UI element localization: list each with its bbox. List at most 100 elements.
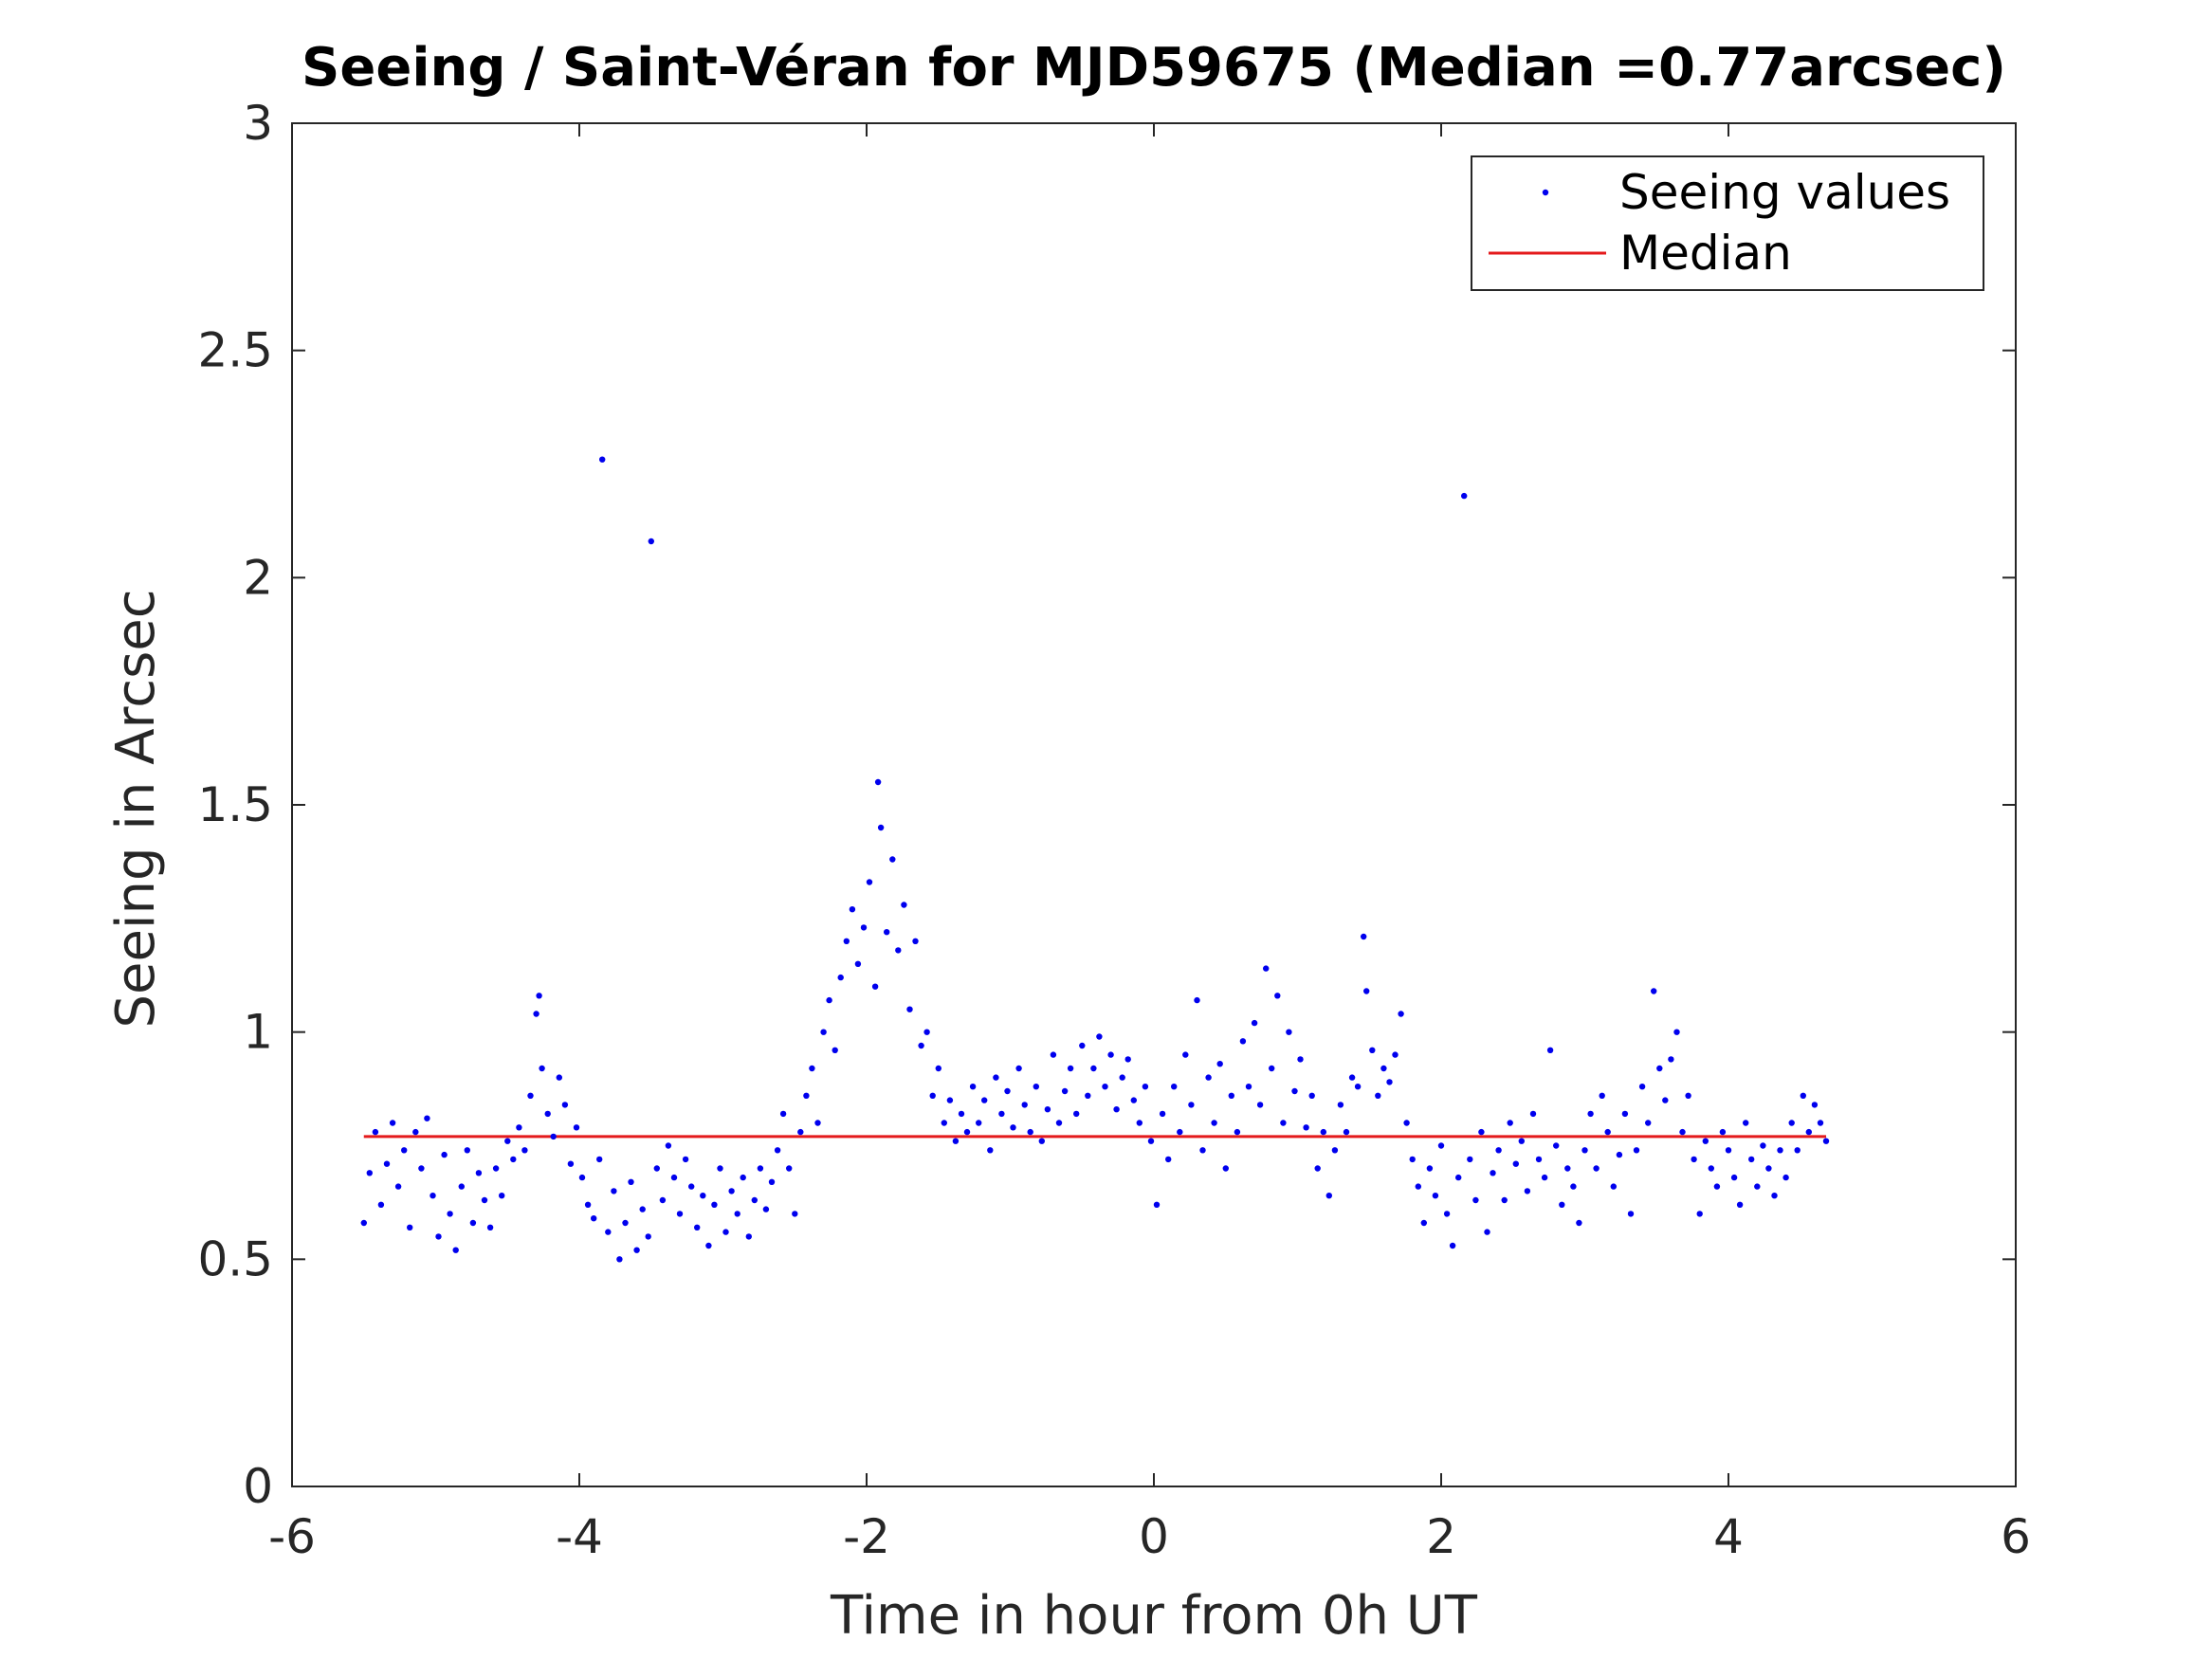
seeing-point (591, 1215, 597, 1222)
seeing-point (1337, 1102, 1344, 1108)
seeing-point (670, 1174, 678, 1181)
x-tick-label: 0 (1139, 1509, 1169, 1564)
seeing-point (611, 1188, 617, 1194)
seeing-point (1085, 1092, 1091, 1100)
seeing-point (418, 1165, 425, 1172)
seeing-point (734, 1211, 740, 1217)
seeing-point (1490, 1170, 1496, 1176)
seeing-point (458, 1183, 465, 1190)
seeing-point (682, 1156, 689, 1163)
seeing-point (510, 1156, 517, 1163)
seeing-point (705, 1242, 712, 1249)
y-tick-label: 0 (243, 1459, 273, 1514)
seeing-point (372, 1128, 379, 1136)
seeing-point (860, 924, 868, 931)
seeing-point (1107, 1051, 1114, 1058)
seeing-point (1124, 1056, 1131, 1063)
seeing-point (1576, 1219, 1582, 1227)
seeing-point (616, 1256, 623, 1263)
seeing-point (745, 1233, 752, 1240)
seeing-point (1398, 1011, 1404, 1017)
plot-area (292, 123, 2016, 1486)
seeing-point (843, 938, 850, 944)
seeing-point (809, 1065, 815, 1072)
seeing-point (1443, 1211, 1451, 1217)
seeing-point (1361, 933, 1367, 940)
seeing-point (854, 960, 862, 967)
seeing-point (1314, 1165, 1321, 1172)
seeing-point (1119, 1074, 1125, 1081)
seeing-point (407, 1224, 413, 1231)
seeing-point (774, 1147, 781, 1154)
seeing-point (1679, 1128, 1686, 1136)
seeing-point (969, 1084, 977, 1090)
seeing-point (1610, 1183, 1618, 1190)
seeing-point (1205, 1074, 1212, 1081)
seeing-point (1420, 1219, 1428, 1227)
seeing-point (1303, 1124, 1309, 1131)
seeing-point (1656, 1065, 1663, 1072)
seeing-point (1512, 1160, 1520, 1167)
seeing-point (1621, 1110, 1629, 1118)
seeing-point (884, 929, 890, 936)
seeing-point (1113, 1106, 1120, 1113)
seeing-point (929, 1092, 936, 1100)
x-tick-label: -4 (556, 1509, 603, 1564)
seeing-point (1822, 1138, 1830, 1144)
seeing-point (1055, 1120, 1063, 1126)
y-tick-label: 3 (243, 96, 273, 151)
seeing-point (492, 1165, 500, 1172)
seeing-point (1673, 1029, 1680, 1035)
seeing-point (1754, 1183, 1761, 1190)
seeing-point (1455, 1174, 1462, 1181)
seeing-point (935, 1065, 941, 1072)
seeing-point (1702, 1138, 1709, 1144)
seeing-point (1553, 1142, 1560, 1149)
seeing-point (435, 1233, 442, 1240)
seeing-point (1638, 1084, 1646, 1090)
seeing-point (1478, 1128, 1485, 1136)
seeing-point (1719, 1128, 1727, 1136)
seeing-point (544, 1110, 551, 1118)
seeing-point (1177, 1128, 1183, 1136)
seeing-point (394, 1183, 402, 1190)
seeing-point (1044, 1106, 1051, 1113)
seeing-point (814, 1120, 821, 1126)
seeing-point (1004, 1087, 1011, 1095)
seeing-point (1760, 1142, 1766, 1149)
seeing-point (1507, 1120, 1513, 1126)
seeing-point (1805, 1128, 1813, 1136)
seeing-point (1308, 1092, 1315, 1100)
seeing-point (952, 1138, 960, 1144)
seeing-point (469, 1219, 477, 1227)
seeing-point (906, 1006, 913, 1012)
seeing-point (1067, 1065, 1074, 1072)
seeing-point (452, 1247, 459, 1253)
seeing-point (1535, 1156, 1543, 1163)
seeing-point (1222, 1165, 1230, 1172)
seeing-point (1136, 1120, 1143, 1126)
seeing-point (1604, 1128, 1611, 1136)
seeing-point (1188, 1102, 1195, 1108)
x-tick-label: -6 (268, 1509, 316, 1564)
seeing-point (849, 906, 856, 913)
seeing-point (958, 1110, 965, 1118)
seeing-point (567, 1160, 575, 1167)
seeing-point (981, 1097, 988, 1103)
seeing-point (504, 1138, 511, 1144)
seeing-point (889, 856, 896, 863)
seeing-point (1079, 1042, 1086, 1049)
seeing-point (1546, 1047, 1554, 1054)
seeing-point (527, 1092, 534, 1100)
seeing-point (1228, 1092, 1235, 1100)
seeing-point (1696, 1211, 1703, 1217)
seeing-point (1765, 1165, 1772, 1172)
y-axis-title-group: Seeing in Arcsec (105, 589, 167, 1028)
seeing-point (1061, 1087, 1069, 1095)
seeing-point (1437, 1142, 1445, 1149)
seeing-point (653, 1165, 660, 1172)
seeing-point (1616, 1151, 1623, 1158)
seeing-point (599, 456, 606, 463)
seeing-point (1817, 1120, 1824, 1126)
seeing-point (1015, 1065, 1022, 1072)
